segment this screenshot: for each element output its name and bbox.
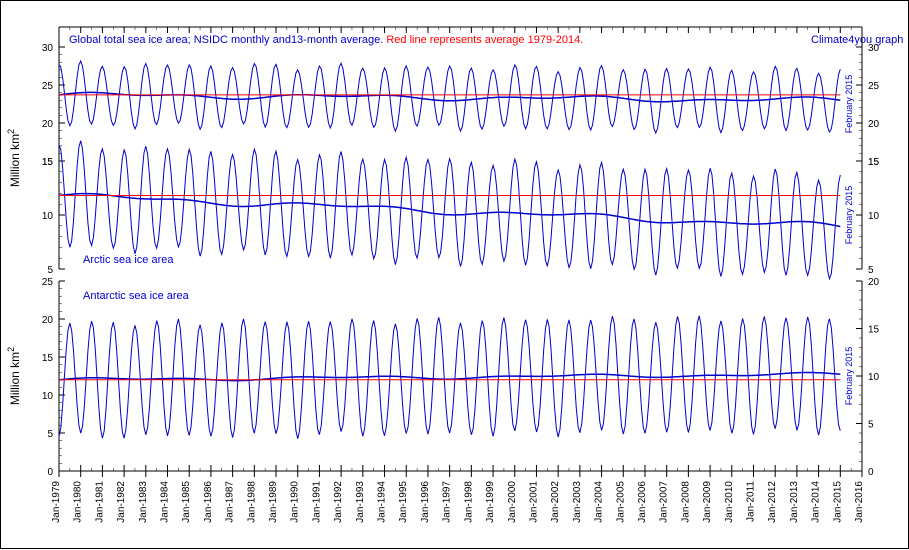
ytick-left: 25: [42, 81, 54, 92]
chart-container: Global total sea ice area; NSIDC monthly…: [0, 0, 909, 549]
xtick-label: Jan-2000: [507, 481, 518, 523]
y-axis-label: Million km2: [6, 347, 22, 405]
xtick-label: Jan-1998: [463, 481, 474, 523]
xtick-label: Jan-1986: [203, 481, 214, 523]
ytick-left: 15: [42, 353, 54, 364]
xtick-label: Jan-2002: [550, 481, 561, 523]
xtick-label: Jan-2001: [528, 481, 539, 523]
xtick-label: Jan-1982: [116, 481, 127, 523]
ytick-right: 10: [868, 211, 880, 222]
xtick-label: Jan-2014: [811, 481, 822, 523]
xtick-label: Jan-1993: [355, 481, 366, 523]
xtick-label: Jan-2007: [659, 481, 670, 523]
ytick-right: 0: [868, 467, 874, 478]
xtick-label: Jan-2012: [767, 481, 778, 523]
ytick-right: 10: [868, 372, 880, 383]
xtick-label: Jan-1984: [160, 481, 171, 523]
ytick-left: 0: [47, 467, 53, 478]
title-highlight: Red line represents average 1979-2014.: [386, 34, 583, 46]
svg-text:Global total sea ice area; NSI: Global total sea ice area; NSIDC monthly…: [69, 34, 583, 46]
xtick-label: Jan-2010: [724, 481, 735, 523]
xtick-label: Jan-2003: [572, 481, 583, 523]
xtick-label: Jan-1983: [138, 481, 149, 523]
arctic-series: [59, 141, 840, 279]
ytick-right: 20: [868, 277, 880, 288]
xtick-label: Jan-1981: [94, 481, 105, 523]
title-main: Global total sea ice area; NSIDC monthly…: [69, 34, 386, 46]
ytick-right: 5: [868, 265, 874, 276]
ytick-left: 15: [42, 157, 54, 168]
chart-svg: Global total sea ice area; NSIDC monthly…: [1, 1, 909, 550]
xtick-label: Jan-1992: [333, 481, 344, 523]
xtick-label: Jan-2015: [832, 481, 843, 523]
xtick-label: Jan-2009: [702, 481, 713, 523]
ytick-right: 30: [868, 43, 880, 54]
ytick-left: 20: [42, 315, 54, 326]
ytick-right: 15: [868, 325, 880, 336]
global-end-label: February 2015: [844, 75, 854, 134]
antarctic-subtitle: Antarctic sea ice area: [83, 290, 190, 302]
xtick-label: Jan-1979: [51, 481, 62, 523]
ytick-left: 5: [47, 265, 53, 276]
ytick-left: 30: [42, 43, 54, 54]
xtick-label: Jan-1990: [290, 481, 301, 523]
y-axis-label: Million km2: [6, 129, 22, 187]
xtick-label: Jan-1997: [442, 481, 453, 523]
xtick-label: Jan-2004: [594, 481, 605, 523]
xtick-label: Jan-1999: [485, 481, 496, 523]
arctic-subtitle: Arctic sea ice area: [83, 254, 174, 266]
ytick-left: 5: [47, 429, 53, 440]
ytick-right: 25: [868, 81, 880, 92]
arctic-end-label: February 2015: [844, 186, 854, 245]
xtick-label: Jan-1996: [420, 481, 431, 523]
xtick-label: Jan-1988: [246, 481, 257, 523]
xtick-label: Jan-2006: [637, 481, 648, 523]
ytick-right: 15: [868, 157, 880, 168]
xtick-label: Jan-1985: [181, 481, 192, 523]
xtick-label: Jan-1980: [73, 481, 84, 523]
xtick-label: Jan-1987: [225, 481, 236, 523]
global-running-mean: [59, 92, 840, 101]
source-label: Climate4you graph: [811, 34, 903, 46]
global-series: [59, 61, 840, 133]
xtick-label: Jan-1989: [268, 481, 279, 523]
xtick-label: Jan-1995: [398, 481, 409, 523]
ytick-left: 10: [42, 211, 54, 222]
antarctic-series: [59, 316, 840, 439]
ytick-left: 10: [42, 391, 54, 402]
ytick-right: 20: [868, 119, 880, 130]
xtick-label: Jan-2016: [854, 481, 865, 523]
xtick-label: Jan-2005: [615, 481, 626, 523]
ytick-left: 25: [42, 277, 54, 288]
xtick-label: Jan-2013: [789, 481, 800, 523]
xtick-label: Jan-2011: [745, 481, 756, 522]
xtick-label: Jan-2008: [680, 481, 691, 523]
xtick-label: Jan-1991: [311, 481, 322, 523]
ytick-left: 20: [42, 119, 54, 130]
antarctic-end-label: February 2015: [844, 347, 854, 406]
arctic-running-mean: [59, 194, 840, 227]
xtick-label: Jan-1994: [377, 481, 388, 523]
ytick-right: 5: [868, 420, 874, 431]
